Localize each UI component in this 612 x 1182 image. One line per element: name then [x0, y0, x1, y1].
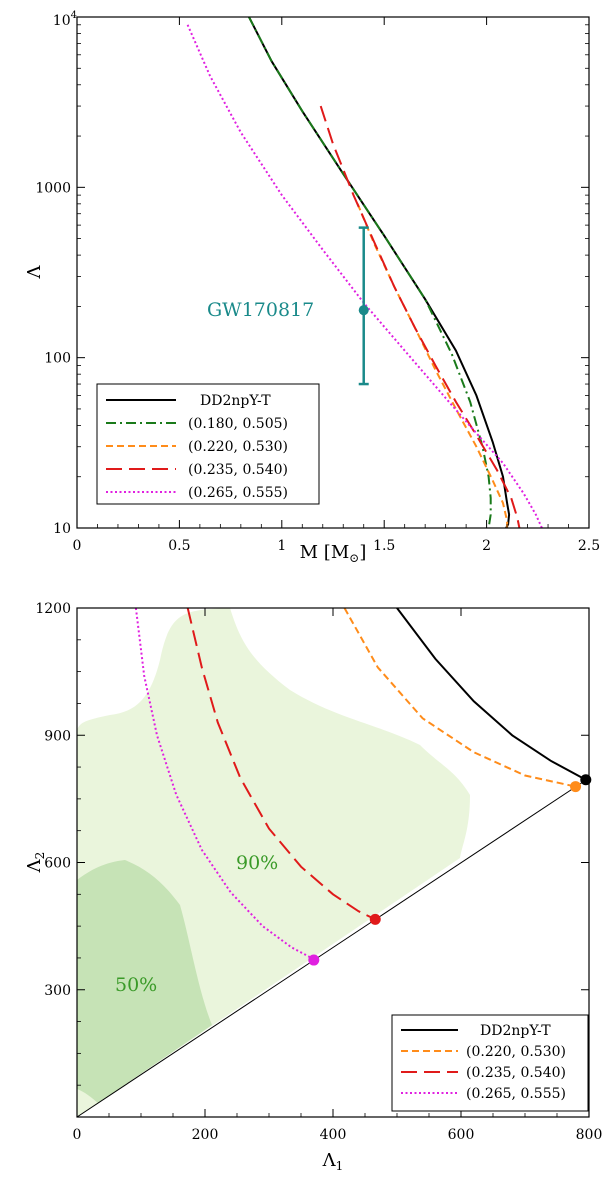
- bottom-endpoint-0-235-0-540: [369, 913, 381, 925]
- top-x-tick-label: 2.5: [578, 538, 600, 554]
- bottom-legend-label: (0.235, 0.540): [466, 1065, 566, 1081]
- bottom-series-0-220-0-530: [343, 608, 576, 788]
- bottom-y-tick-label: 300: [44, 983, 71, 999]
- bottom-x-tick-label: 200: [192, 1127, 219, 1143]
- top-y-tick-label: 10: [53, 521, 71, 537]
- top-series-0-235-0-540: [319, 105, 521, 528]
- top-y-tick-label: 104: [53, 10, 77, 29]
- bottom-endpoint-0-220-0-530: [570, 781, 582, 793]
- top-series-0-220-0-530: [356, 203, 509, 528]
- bottom-x-axis-label: Λ1: [322, 1150, 344, 1173]
- top-y-tick-label: 1000: [35, 180, 71, 196]
- top-x-tick-label: 0: [73, 538, 82, 554]
- bottom-legend-label: (0.265, 0.555): [466, 1086, 566, 1102]
- bottom-endpoint-0-265-0-555: [308, 954, 320, 966]
- bottom-x-tick-label: 800: [576, 1127, 603, 1143]
- top-series-0-180-0-505: [248, 17, 492, 528]
- bottom-x-tick-label: 400: [320, 1127, 347, 1143]
- bottom-series-dd2npy-t: [396, 608, 587, 781]
- top-x-tick-label: 2: [482, 538, 491, 554]
- top-legend: DD2npY-T (0.180, 0.505) (0.220, 0.530) (0.2…: [96, 383, 320, 505]
- contour-90-label: 90%: [236, 852, 278, 874]
- top-x-tick-label: 1.5: [373, 538, 395, 554]
- bottom-x-tick-label: 0: [73, 1127, 82, 1143]
- top-legend-label: (0.220, 0.530): [188, 439, 288, 455]
- top-y-tick-label: 100: [44, 351, 71, 367]
- bottom-y-axis-label: Λ2: [24, 852, 47, 874]
- bottom-x-tick-label: 600: [448, 1127, 475, 1143]
- gw170817-label: GW170817: [207, 299, 314, 321]
- bottom-endpoint-dd2npy-t: [580, 774, 592, 786]
- gw170817-point: [358, 305, 369, 316]
- bottom-y-tick-label: 1200: [35, 601, 71, 617]
- bottom-series-0-235-0-540: [186, 608, 376, 921]
- contour-50-region: [77, 860, 212, 1103]
- top-legend-label: DD2npY-T: [200, 393, 271, 409]
- bottom-legend: DD2npY-T (0.220, 0.530) (0.235, 0.540) (0.2…: [391, 1014, 589, 1112]
- top-plot-frame: [76, 16, 590, 529]
- bottom-legend-label: DD2npY-T: [480, 1023, 551, 1039]
- bottom-series-0-265-0-555: [134, 608, 315, 961]
- top-x-axis-label: M [M⊙]: [300, 542, 367, 565]
- top-x-tick-label: 1: [277, 538, 286, 554]
- lambda1-lambda2-panel: 0 200 400 600 800 300 600 900 1200 90% 50% DD2np…: [24, 601, 602, 1173]
- top-y-axis-label: Λ: [24, 265, 45, 280]
- top-legend-label: (0.265, 0.555): [188, 485, 288, 501]
- bottom-y-tick-label: 600: [44, 856, 71, 872]
- top-legend-label: (0.180, 0.505): [188, 416, 288, 432]
- equal-lambda-line: [76, 777, 590, 1118]
- mass-tidal-deformability-panel: 0 0.5 1 1.5 2 2.5 10 100 1000 104 GW170817 DD2npY…: [24, 10, 600, 565]
- top-series-0-265-0-555: [186, 24, 543, 528]
- top-x-tick-label: 0.5: [168, 538, 190, 554]
- bottom-legend-label: (0.220, 0.530): [466, 1044, 566, 1060]
- top-legend-label: (0.235, 0.540): [188, 462, 288, 478]
- contour-50-label: 50%: [115, 974, 157, 996]
- bottom-y-tick-label: 900: [44, 728, 71, 744]
